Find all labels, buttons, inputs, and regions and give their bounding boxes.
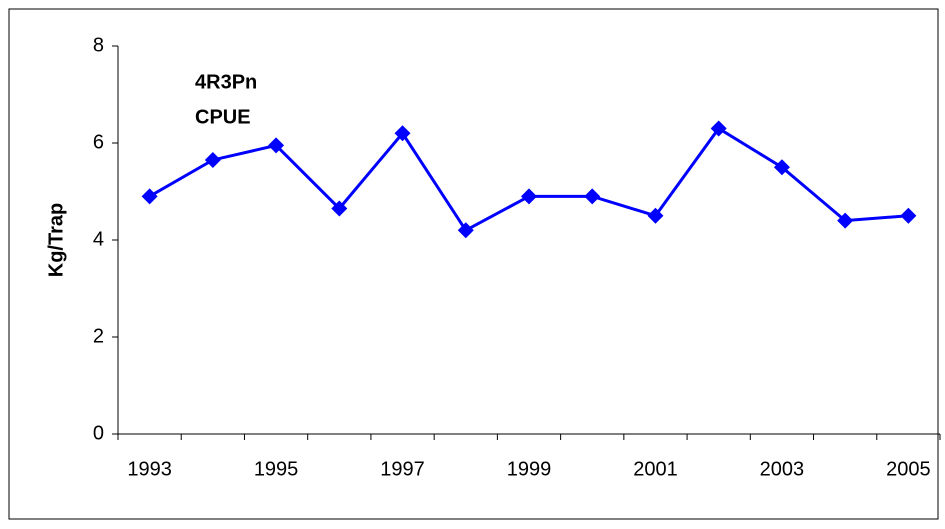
annotation: CPUE xyxy=(195,106,251,128)
x-tick-label: 2005 xyxy=(886,458,931,480)
point-marker xyxy=(457,222,474,239)
x-tick-label: 1999 xyxy=(507,458,552,480)
x-tick-label: 1995 xyxy=(254,458,299,480)
chart-frame xyxy=(8,8,939,520)
x-tick-label: 2001 xyxy=(633,458,678,480)
point-marker xyxy=(584,188,601,205)
point-marker xyxy=(837,212,854,229)
x-tick-label: 2003 xyxy=(760,458,805,480)
point-marker xyxy=(900,207,917,224)
x-tick-label: 1997 xyxy=(380,458,425,480)
annotation: 4R3Pn xyxy=(195,71,257,93)
y-tick-label: 8 xyxy=(93,34,104,56)
x-tick-label: 1993 xyxy=(127,458,172,480)
point-marker xyxy=(268,137,285,154)
y-tick-label: 0 xyxy=(93,422,104,444)
y-tick-label: 6 xyxy=(93,131,104,153)
y-axis-label: Kg/Trap xyxy=(45,203,67,277)
y-tick-label: 2 xyxy=(93,325,104,347)
point-marker xyxy=(394,125,411,142)
point-marker xyxy=(521,188,537,205)
point-marker xyxy=(141,188,158,205)
point-marker xyxy=(773,159,790,176)
point-marker xyxy=(331,200,348,217)
point-marker xyxy=(204,151,221,168)
point-marker xyxy=(647,207,664,224)
y-tick-label: 4 xyxy=(93,228,104,250)
point-marker xyxy=(710,120,727,137)
